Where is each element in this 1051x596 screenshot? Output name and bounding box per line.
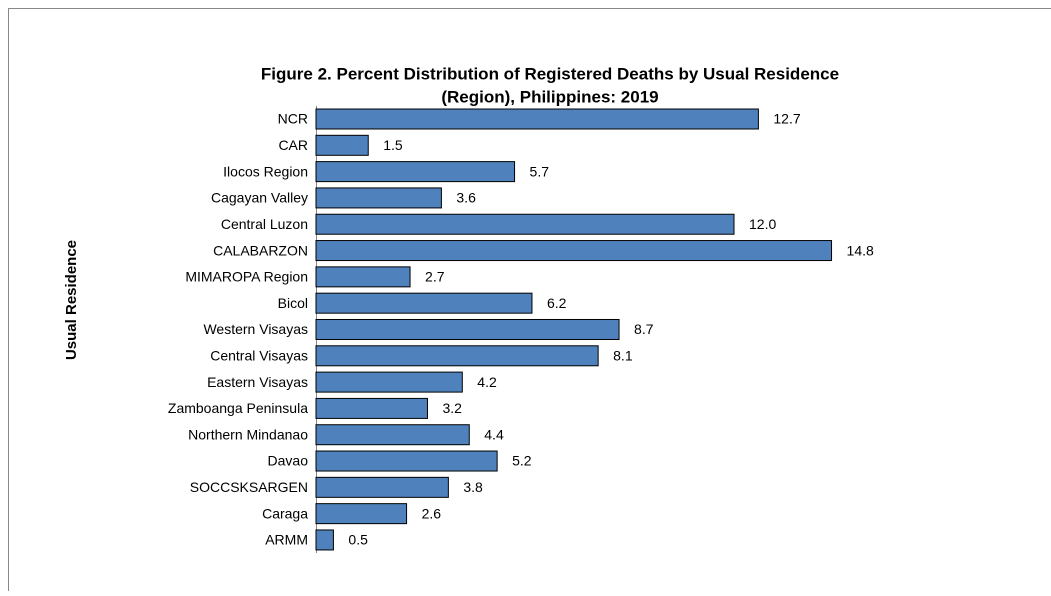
data-label: 0.5 [348,532,368,548]
y-tick-label: CAR [278,137,308,153]
y-tick-label: CALABARZON [213,242,308,258]
bar [316,135,368,155]
y-tick-label: Bicol [278,295,308,311]
bar [316,109,758,129]
data-label: 5.2 [512,453,532,469]
data-label: 8.7 [634,321,654,337]
data-label: 12.0 [749,216,776,232]
data-label: 6.2 [547,295,567,311]
data-label: 3.2 [442,400,462,416]
bar [316,267,410,287]
bar [316,188,441,208]
y-tick-label: Eastern Visayas [207,374,308,390]
data-label: 14.8 [847,242,874,258]
data-label: 4.2 [477,374,497,390]
data-label: 5.7 [530,163,550,179]
y-tick-label: Western Visayas [203,321,308,337]
data-label: 2.7 [425,269,445,285]
bar [316,425,469,445]
bar [316,530,333,550]
y-tick-label: Cagayan Valley [211,190,308,206]
y-tick-label: MIMAROPA Region [185,269,308,285]
y-tick-label: Northern Mindanao [188,426,308,442]
y-tick-label: Ilocos Region [223,163,308,179]
y-tick-label: SOCCSKSARGEN [190,479,308,495]
bar [316,451,497,471]
data-label: 1.5 [383,137,403,153]
data-label: 3.6 [456,190,476,206]
y-tick-label: Davao [268,453,309,469]
bar [316,398,427,418]
bar [316,346,598,366]
y-tick-label: Caraga [262,505,308,521]
chart-title: Figure 2. Percent Distribution of Regist… [261,64,839,83]
data-label: 3.8 [463,479,483,495]
data-label: 12.7 [773,111,800,127]
data-label: 2.6 [422,505,442,521]
y-tick-label: Zamboanga Peninsula [168,400,308,416]
bar [316,319,619,339]
y-tick-label: NCR [278,111,308,127]
bar [316,372,462,392]
chart-subtitle: (Region), Philippines: 2019 [441,87,658,106]
y-tick-label: Central Visayas [210,347,308,363]
bar [316,477,448,497]
data-label: 8.1 [613,347,633,363]
data-label: 4.4 [484,426,504,442]
y-axis-label: Usual Residence [63,240,80,360]
bar [316,162,515,182]
y-tick-label: Central Luzon [221,216,308,232]
bar [316,504,407,524]
bar [316,214,734,234]
y-tick-label: ARMM [265,532,308,548]
bar [316,293,532,313]
bar [316,241,832,261]
